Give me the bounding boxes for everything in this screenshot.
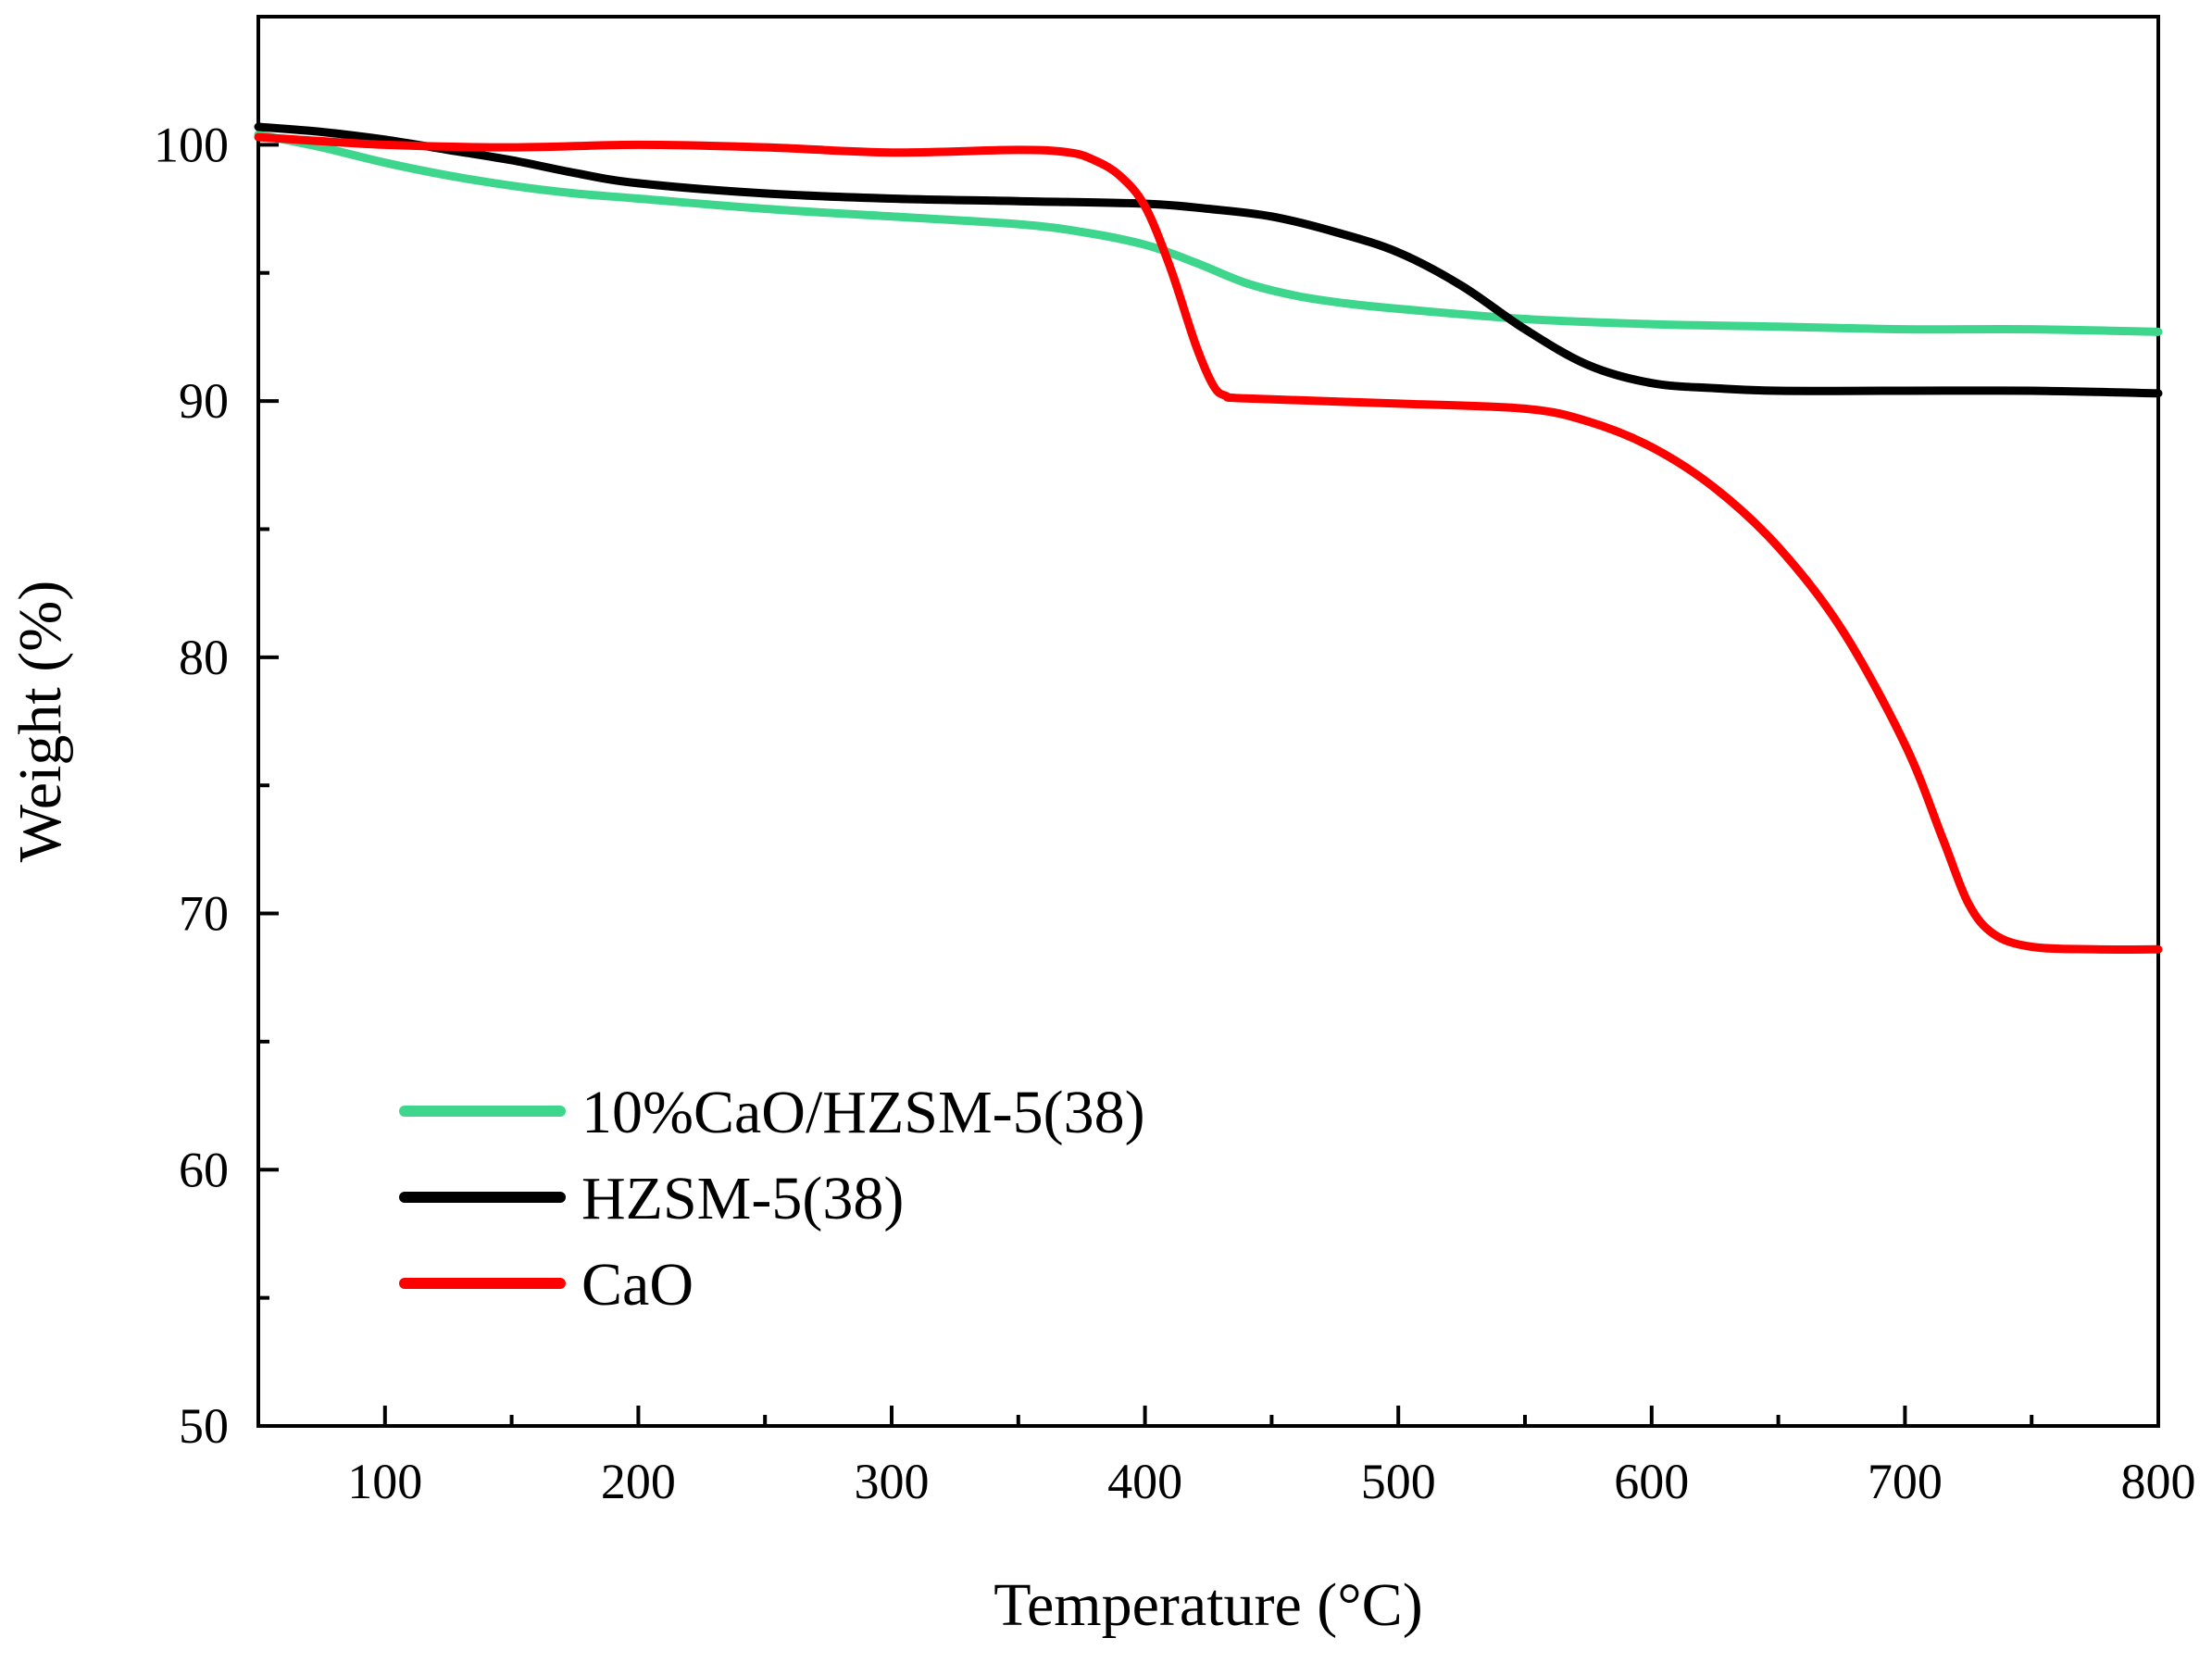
- legend: 10%CaO/HZSM-5(38) HZSM-5(38) CaO: [399, 1079, 1145, 1319]
- x-ticks: 100 200 300 400 500 600 700 800: [347, 1406, 2196, 1509]
- x-tick-label: 400: [1107, 1454, 1182, 1509]
- legend-label-1: HZSM-5(38): [581, 1165, 904, 1232]
- series-line-0: [254, 130, 2163, 336]
- y-ticks: 50 60 70 80 90 100: [154, 117, 279, 1454]
- series-layer: [254, 122, 2163, 954]
- x-tick-label: 700: [1868, 1454, 1943, 1509]
- legend-label-0: 10%CaO/HZSM-5(38): [581, 1079, 1145, 1146]
- y-axis-title: Weight (%): [6, 581, 74, 862]
- y-tick-label: 50: [179, 1398, 229, 1454]
- series-line-2: [254, 132, 2163, 954]
- x-tick-label: 200: [601, 1454, 676, 1509]
- x-tick-label: 500: [1361, 1454, 1436, 1509]
- x-tick-label: 800: [2121, 1454, 2196, 1509]
- y-tick-label: 100: [154, 117, 229, 172]
- legend-label-2: CaO: [581, 1251, 694, 1319]
- y-tick-label: 60: [179, 1142, 229, 1197]
- y-tick-label: 70: [179, 886, 229, 942]
- series-line-1: [254, 122, 2163, 398]
- x-tick-label: 300: [855, 1454, 930, 1509]
- y-tick-label: 80: [179, 630, 229, 685]
- x-tick-label: 100: [347, 1454, 422, 1509]
- plot-frame: [256, 15, 2160, 1428]
- x-tick-label: 600: [1614, 1454, 1689, 1509]
- x-axis-title: Temperature (°C): [994, 1571, 1422, 1639]
- y-tick-label: 90: [179, 373, 229, 429]
